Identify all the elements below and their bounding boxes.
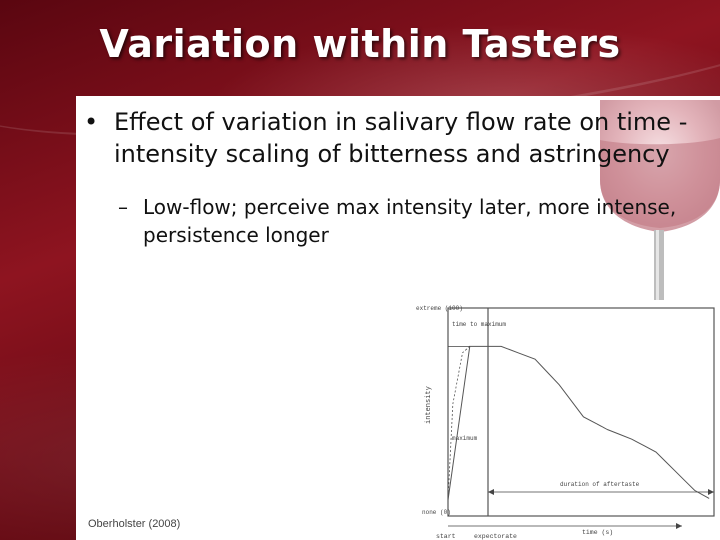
citation: Oberholster (2008) bbox=[88, 518, 181, 530]
bullet-point-1: • Effect of variation in salivary flow r… bbox=[84, 106, 714, 170]
slide-title: Variation within Tasters bbox=[99, 22, 621, 66]
y-tick-label-bottom: none (0) bbox=[422, 509, 451, 516]
x-tick-label-expectorate: expectorate bbox=[474, 533, 517, 540]
time-axis-arrow bbox=[448, 523, 682, 529]
curve-series-1 bbox=[447, 345, 710, 501]
aftertaste-arrow bbox=[488, 489, 714, 495]
annotation-aftertaste: duration of aftertaste bbox=[560, 481, 640, 488]
bullet-marker: • bbox=[84, 108, 99, 136]
wine-glass-icon bbox=[600, 100, 720, 300]
x-axis-label: time (s) bbox=[582, 529, 613, 536]
bullet-1-text: Effect of variation in salivary flow rat… bbox=[114, 108, 688, 168]
chart-frame bbox=[447, 307, 715, 517]
annotation-time-to-maximum: time to maximum bbox=[452, 321, 506, 328]
sub-bullet-text: Low-flow; perceive max intensity later, … bbox=[143, 195, 677, 247]
time-intensity-chart: extreme (100) none (0) intensity time to… bbox=[416, 305, 715, 540]
sub-bullet-marker: – bbox=[118, 195, 128, 219]
y-tick-label-top: extreme (100) bbox=[416, 305, 463, 312]
curve-series-2 bbox=[447, 346, 471, 501]
x-tick-label-start: start bbox=[436, 533, 456, 540]
sub-bullet-point: – Low-flow; perceive max intensity later… bbox=[118, 193, 678, 249]
chart-curves bbox=[447, 345, 710, 501]
y-axis-label: intensity bbox=[425, 386, 433, 424]
annotation-maximum: maximum bbox=[452, 435, 478, 442]
